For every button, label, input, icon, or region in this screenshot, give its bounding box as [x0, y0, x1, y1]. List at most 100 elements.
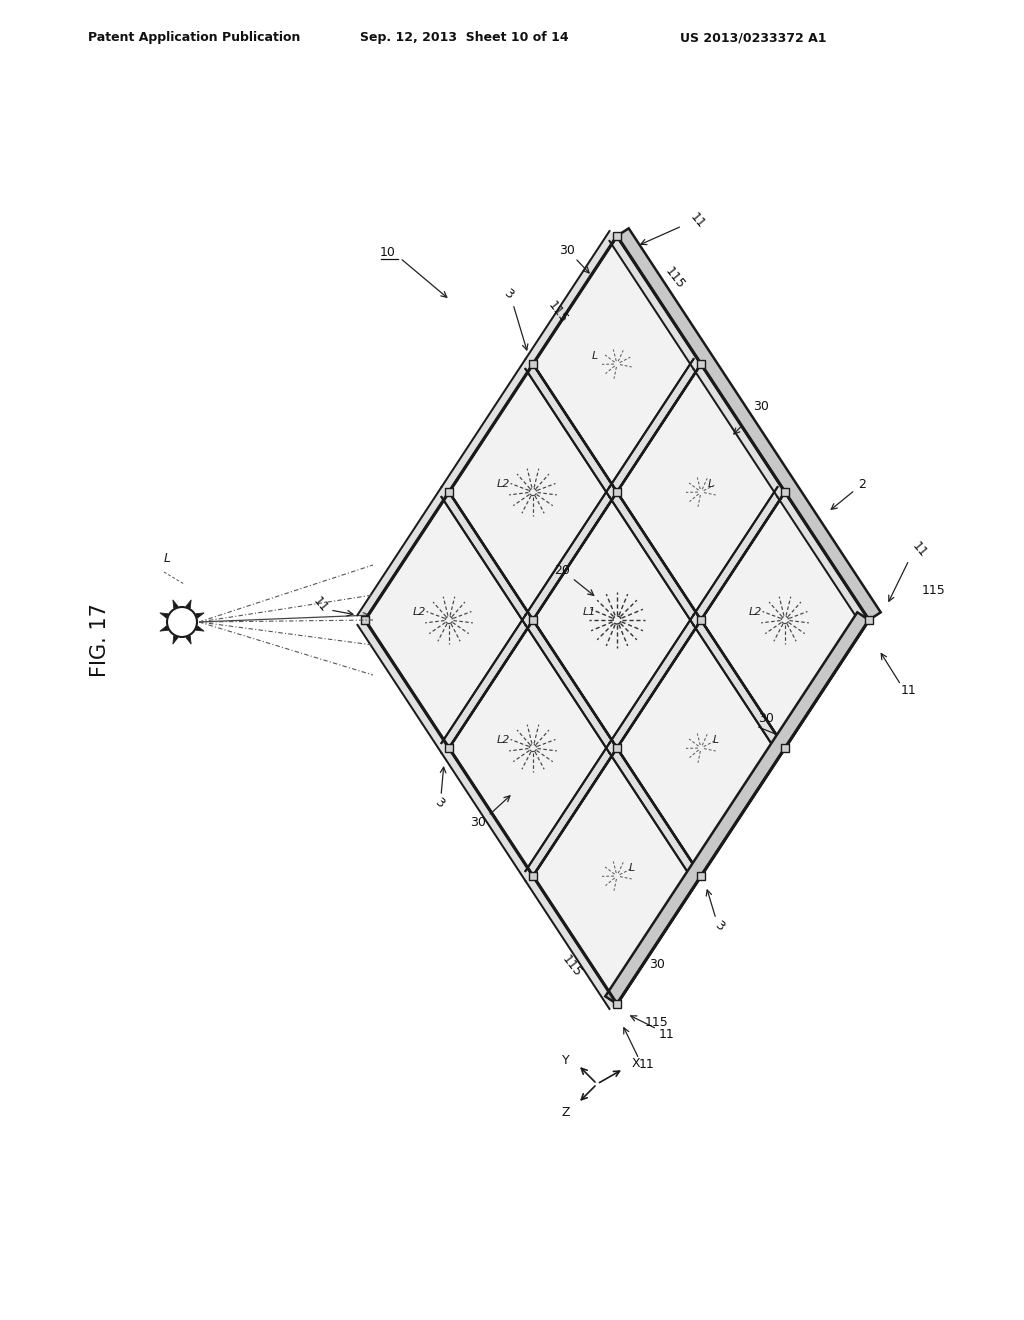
- Bar: [613, 1001, 621, 1008]
- Text: L: L: [164, 552, 171, 565]
- Polygon shape: [441, 359, 534, 492]
- Bar: [781, 744, 790, 752]
- Polygon shape: [525, 487, 617, 620]
- Text: Z: Z: [562, 1106, 570, 1119]
- Bar: [445, 488, 453, 496]
- Polygon shape: [441, 615, 534, 748]
- Bar: [697, 873, 705, 880]
- Text: Sep. 12, 2013  Sheet 10 of 14: Sep. 12, 2013 Sheet 10 of 14: [360, 32, 568, 45]
- Text: 115: 115: [546, 298, 570, 325]
- Polygon shape: [357, 620, 449, 752]
- Polygon shape: [777, 615, 869, 748]
- Polygon shape: [609, 871, 701, 1005]
- Text: 3: 3: [432, 796, 446, 810]
- Text: 115: 115: [923, 583, 946, 597]
- Text: L: L: [713, 735, 719, 744]
- Polygon shape: [196, 612, 204, 618]
- Polygon shape: [525, 487, 617, 620]
- Text: 20: 20: [554, 564, 570, 577]
- Polygon shape: [441, 492, 534, 624]
- Text: L2: L2: [413, 607, 426, 616]
- Polygon shape: [693, 364, 785, 496]
- Polygon shape: [609, 492, 701, 624]
- Text: 115: 115: [559, 953, 585, 979]
- Text: FIG. 17: FIG. 17: [90, 603, 110, 677]
- Polygon shape: [525, 620, 617, 752]
- Bar: [697, 616, 705, 624]
- Polygon shape: [609, 359, 701, 492]
- Polygon shape: [609, 359, 701, 492]
- Polygon shape: [441, 492, 534, 624]
- Text: 3: 3: [712, 919, 726, 933]
- Polygon shape: [173, 599, 178, 609]
- Polygon shape: [525, 876, 617, 1008]
- Polygon shape: [617, 364, 785, 620]
- Polygon shape: [609, 615, 701, 748]
- Text: L: L: [708, 479, 714, 488]
- Text: 11: 11: [310, 595, 330, 615]
- Text: 11: 11: [639, 1057, 655, 1071]
- Text: 115: 115: [663, 264, 687, 292]
- Text: 30: 30: [753, 400, 769, 413]
- Polygon shape: [693, 487, 785, 620]
- Bar: [361, 616, 369, 624]
- Polygon shape: [693, 620, 785, 752]
- Text: L2: L2: [749, 607, 762, 616]
- Text: 115: 115: [645, 1015, 669, 1028]
- Polygon shape: [617, 620, 785, 876]
- Polygon shape: [609, 748, 701, 880]
- Bar: [445, 744, 453, 752]
- Text: 30: 30: [470, 817, 486, 829]
- Polygon shape: [605, 612, 869, 1005]
- Polygon shape: [534, 748, 701, 1005]
- Polygon shape: [617, 228, 881, 620]
- Polygon shape: [449, 364, 617, 620]
- Bar: [865, 616, 873, 624]
- Text: L2: L2: [497, 479, 510, 488]
- Polygon shape: [441, 615, 534, 748]
- Polygon shape: [701, 492, 869, 748]
- Polygon shape: [609, 615, 701, 748]
- Polygon shape: [525, 364, 617, 496]
- Text: 30: 30: [649, 957, 665, 970]
- Polygon shape: [160, 612, 168, 618]
- Text: Y: Y: [562, 1053, 569, 1067]
- Polygon shape: [449, 620, 617, 876]
- Bar: [781, 488, 790, 496]
- Polygon shape: [357, 487, 449, 620]
- Text: US 2013/0233372 A1: US 2013/0233372 A1: [680, 32, 826, 45]
- Polygon shape: [365, 492, 534, 748]
- Text: L: L: [629, 863, 635, 873]
- Text: 11: 11: [659, 1027, 675, 1040]
- Bar: [613, 744, 621, 752]
- Polygon shape: [534, 236, 701, 492]
- Text: Patent Application Publication: Patent Application Publication: [88, 32, 300, 45]
- Polygon shape: [196, 626, 204, 631]
- Polygon shape: [777, 492, 869, 624]
- Text: 30: 30: [758, 711, 774, 725]
- Bar: [529, 873, 537, 880]
- Bar: [529, 360, 537, 368]
- Polygon shape: [609, 748, 701, 880]
- Text: L1: L1: [583, 607, 596, 616]
- Polygon shape: [693, 743, 785, 876]
- Text: L: L: [592, 351, 598, 360]
- Bar: [697, 360, 705, 368]
- Text: 2: 2: [858, 479, 866, 491]
- Text: 3: 3: [501, 286, 515, 301]
- Polygon shape: [534, 492, 701, 748]
- Polygon shape: [525, 364, 617, 496]
- Bar: [529, 616, 537, 624]
- Polygon shape: [185, 636, 191, 644]
- Text: 30: 30: [559, 244, 574, 257]
- Polygon shape: [441, 748, 534, 880]
- Polygon shape: [693, 620, 785, 752]
- Text: X: X: [631, 1057, 640, 1071]
- Text: 11: 11: [687, 211, 707, 231]
- Polygon shape: [525, 743, 617, 876]
- Polygon shape: [525, 231, 617, 364]
- Text: L2: L2: [497, 735, 510, 744]
- Polygon shape: [160, 626, 168, 631]
- Polygon shape: [693, 487, 785, 620]
- Text: 11: 11: [909, 540, 929, 560]
